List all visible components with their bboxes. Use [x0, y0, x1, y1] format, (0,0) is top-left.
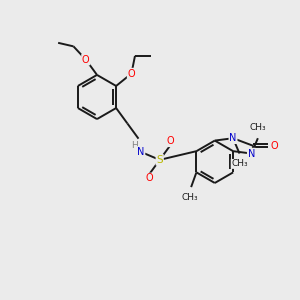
Text: CH₃: CH₃	[231, 159, 248, 168]
Text: CH₃: CH₃	[181, 193, 198, 202]
Text: H: H	[131, 141, 137, 150]
Text: O: O	[82, 55, 90, 64]
Text: CH₃: CH₃	[250, 123, 266, 132]
Text: O: O	[270, 141, 278, 151]
Text: S: S	[156, 155, 163, 165]
Text: O: O	[146, 173, 153, 183]
Text: N: N	[137, 147, 145, 157]
Text: N: N	[248, 148, 255, 158]
Text: O: O	[166, 136, 174, 146]
Text: O: O	[128, 69, 135, 79]
Text: N: N	[229, 133, 237, 143]
